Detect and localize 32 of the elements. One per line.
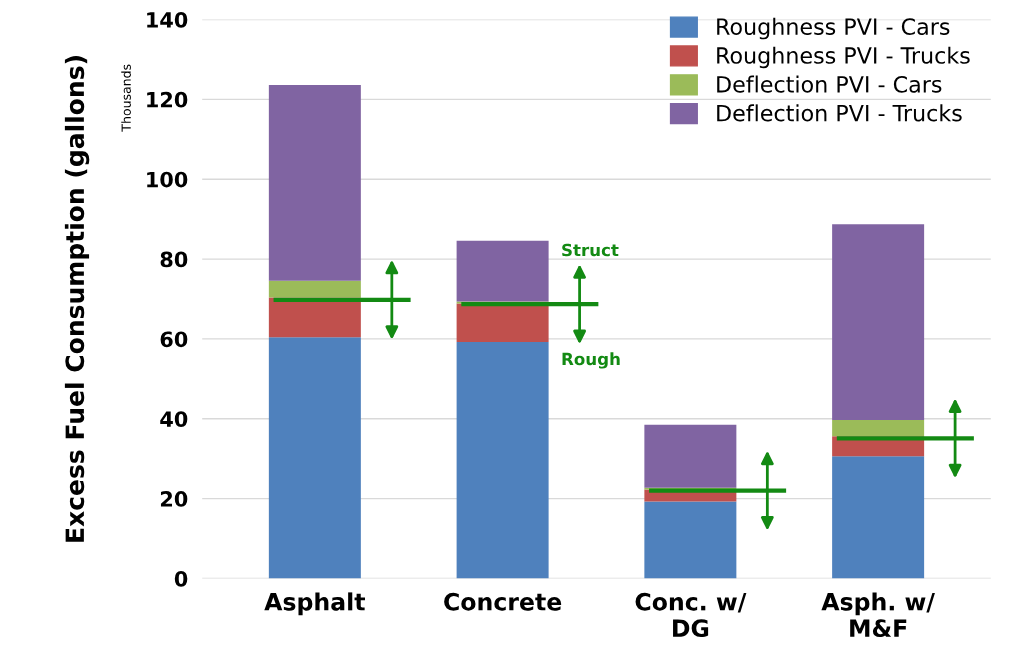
legend-label: Deflection PVI - Trucks [717,104,962,122]
bar [268,337,361,579]
legend-label: Roughness PVI - Trucks [717,46,970,69]
annotation: Struct [562,243,619,257]
bar [832,224,925,420]
legend-label: Roughness PVI - Cars [717,17,950,40]
x-tick-label: Asph. w/ M&F [821,592,935,638]
y-tick-label: 20 [160,491,188,507]
bar [268,297,361,338]
y-tick-label: 140 [147,11,188,28]
bar [832,419,925,437]
y-axis-title: Excess Fuel Consumption (gallons) [64,56,90,542]
x-tick-label: Conc. w/ DG [635,592,747,638]
x-tick-label: Asphalt [264,592,365,616]
bar [644,501,737,579]
bar [268,280,361,298]
bar [456,303,549,343]
y-tick-label: 60 [160,331,188,348]
legend-label: Deflection PVI - Cars [717,75,942,93]
y-tick-label: 120 [147,91,188,108]
x-tick-label: Concrete [444,592,562,611]
y-tick-label: 0 [174,570,188,587]
y-tick-label: 40 [160,411,188,427]
bar [268,84,361,281]
bar [456,342,549,579]
y-tick-label: 80 [160,251,188,268]
bar [456,240,549,302]
text: Thousands [121,64,131,132]
bar [832,456,925,579]
y-tick-label: 100 [147,171,188,188]
bar [644,424,737,488]
annotation: Rough [562,352,620,369]
